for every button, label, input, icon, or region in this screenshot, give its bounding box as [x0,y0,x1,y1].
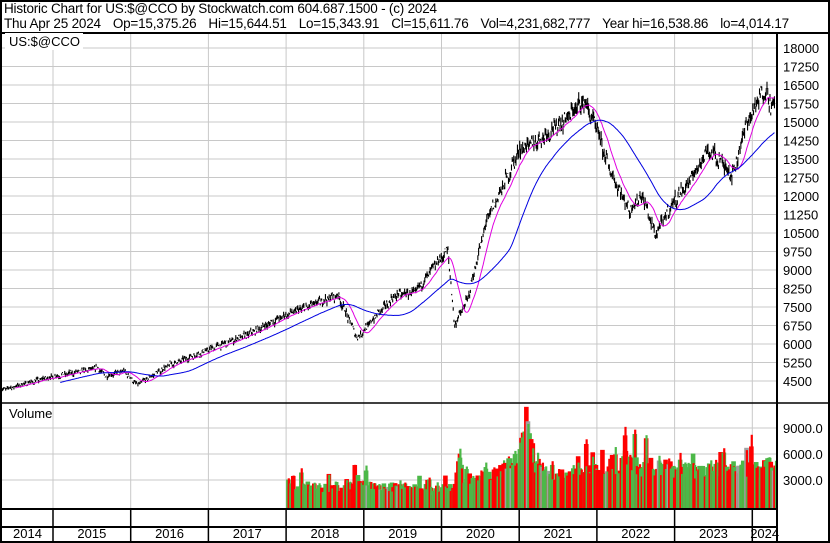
axis-labels: 18000 17250 16500 15750 15000 14250 13500 12750… [13,41,823,541]
year-low: lo=4,014.17 [720,16,789,31]
year-label: 2021 [544,526,573,541]
year-label: 2018 [310,526,339,541]
price-bars [0,81,776,393]
price-tick-label: 6750 [783,319,812,334]
price-tick-label: 12750 [783,171,819,186]
price-tick-label: 15750 [783,97,819,112]
volume-label: Volume [9,406,52,421]
price-tick-label: 9750 [783,245,812,260]
price-tick-label: 14250 [783,134,819,149]
chart-title: Historic Chart for US:$@CCO by Stockwatc… [4,1,437,16]
quote-open: Op=15,375.26 [112,16,197,31]
price-tick-label: 12000 [783,189,819,204]
volume-tick-label: 3000.0 [783,473,823,488]
volume-bars [286,406,778,509]
short-moving-average-line [15,97,775,389]
quote-close: Cl=15,611.76 [391,16,469,31]
year-label: 2014 [13,526,42,541]
year-label: 2017 [233,526,262,541]
quote-date: Thu Apr 25 2024 [4,16,101,31]
price-tick-label: 10500 [783,226,819,241]
year-label: 2020 [466,526,495,541]
price-tick-label: 8250 [783,282,812,297]
price-tick-label: 7500 [783,300,812,315]
price-tick-label: 18000 [783,41,819,56]
price-tick-label: 9000 [783,263,812,278]
price-tick-label: 6000 [783,337,812,352]
panel-borders [0,32,830,543]
price-tick-label: 16500 [783,78,819,93]
volume-tick-label: 6000.0 [783,447,823,462]
year-label: 2015 [77,526,106,541]
price-tick-label: 17250 [783,60,819,75]
long-moving-average-line [60,119,775,383]
moving-averages [15,97,775,389]
quote-high: Hi=15,644.51 [208,16,287,31]
quote-low: Lo=15,343.91 [298,16,380,31]
year-label: 2022 [621,526,650,541]
quote-summary: Thu Apr 25 2024 Op=15,375.26 Hi=15,644.51 L… [4,16,801,31]
price-tick-label: 15000 [783,115,819,130]
volume-tick-label: 9000.0 [783,421,823,436]
year-high: Year hi=16,538.86 [602,16,709,31]
price-tick-label: 5250 [783,356,812,371]
quote-volume: Vol=4,231,682,777 [480,16,591,31]
price-tick-label: 13500 [783,152,819,167]
year-label: 2016 [155,526,184,541]
year-label: 2023 [699,526,728,541]
symbol-label: US:$@CCO [9,34,80,49]
grid-lines [2,33,777,509]
year-label: 2019 [388,526,417,541]
volume-bar [328,474,331,509]
price-tick-label: 11250 [783,208,818,223]
symbol-label-bg [5,33,83,50]
price-tick-label: 4500 [783,374,812,389]
year-label: 2024 [750,526,779,541]
